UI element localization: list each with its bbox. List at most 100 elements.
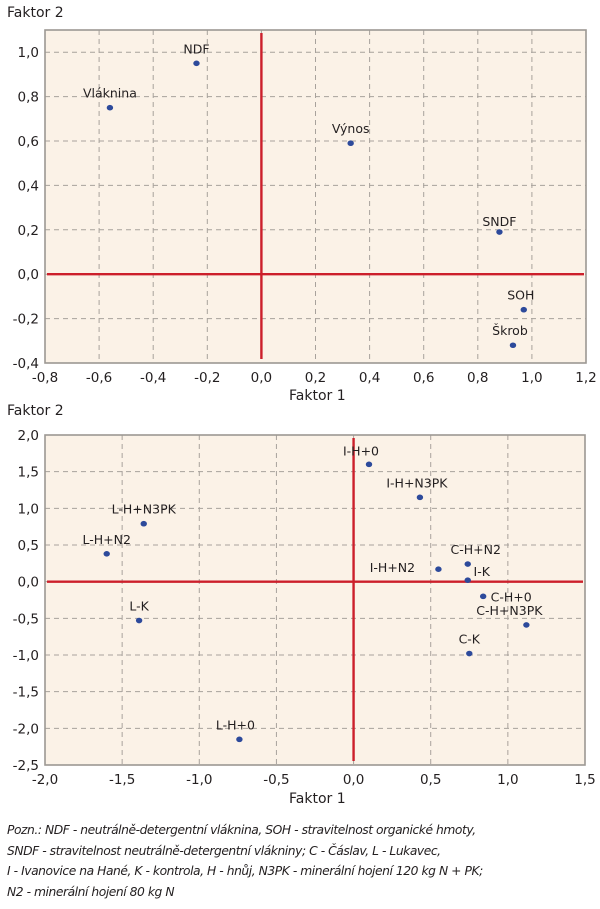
point-label: C-H+N3PK	[476, 603, 543, 618]
plot-border	[44, 434, 586, 766]
chart-scores: Faktor 2 -2,0 -1,5 -1,0 -0,5 0,0 0,5 1,0 1,5 -2,…	[0, 400, 600, 810]
point-marker	[479, 593, 487, 600]
point-label: Škrob	[492, 323, 528, 338]
x-tick-label: 0,4	[359, 370, 380, 386]
data-point: C-H+N2	[451, 542, 501, 567]
footnote-line: N2 - minerální hojení 80 kg N	[7, 884, 175, 899]
point-label: L-H+0	[216, 717, 255, 732]
x-tick-label: -0,4	[140, 370, 166, 386]
x-tick-label: 0,6	[413, 370, 434, 386]
point-label: C-K	[459, 632, 481, 647]
x-tick-label: 0,0	[251, 370, 272, 386]
x-tick-label: -2,0	[32, 772, 58, 788]
point-label: C-H+0	[491, 589, 532, 604]
point-marker	[135, 617, 143, 624]
y-tick-label: 0,8	[18, 90, 39, 106]
point-label: L-H+N3PK	[112, 502, 177, 517]
point-marker	[106, 104, 114, 111]
footnote-line: SNDF - stravitelnost neutrálně-detergent…	[7, 843, 441, 858]
data-point: L-H+N3PK	[112, 502, 177, 527]
data-point: C-K	[459, 632, 481, 657]
x-tick-label: -1,5	[109, 772, 135, 788]
y-tick-label: -0,2	[13, 312, 39, 328]
x-axis-title: Faktor 1	[289, 388, 346, 404]
point-marker	[464, 561, 471, 567]
y-tick-label: 0,0	[18, 575, 39, 591]
data-point: L-K	[129, 599, 150, 624]
data-point: C-H+0	[479, 589, 532, 604]
point-label: I-H+N2	[370, 560, 415, 575]
x-tick-label: -0,2	[194, 370, 220, 386]
x-tick-label: 0,5	[420, 772, 441, 788]
point-marker	[193, 60, 200, 67]
point-label: SNDF	[482, 214, 516, 229]
data-point: Vláknina	[83, 86, 137, 111]
data-point: SOH	[507, 288, 534, 313]
y-tick-label: 0,0	[18, 267, 39, 283]
y-tick-label: 2,0	[18, 428, 39, 444]
x-tick-label: 0,2	[305, 370, 326, 386]
y-axis-title: Faktor 2	[7, 5, 64, 21]
y-tick-label: 0,4	[18, 178, 39, 194]
point-label: I-H+N3PK	[386, 475, 448, 490]
point-label: I-H+0	[343, 443, 379, 458]
point-label: NDF	[183, 41, 209, 56]
point-label: C-H+N2	[451, 542, 501, 557]
y-tick-label: 0,2	[18, 223, 39, 239]
point-label: I-K	[474, 564, 491, 579]
point-marker	[496, 229, 503, 235]
data-point: I-K	[464, 564, 491, 583]
y-tick-label: -1,0	[13, 648, 39, 664]
x-tick-label: -0,6	[86, 370, 112, 386]
y-tick-label: -2,5	[13, 758, 39, 774]
point-marker	[236, 736, 243, 743]
data-point: Výnos	[332, 121, 370, 147]
scatter-plot-loadings: -0,8 -0,6 -0,4 -0,2 0,0 0,2 0,4 0,6 0,8 1,0 1,2 -0,…	[13, 29, 597, 386]
data-point: NDF	[183, 41, 210, 67]
y-tick-label: 1,0	[18, 501, 39, 517]
y-tick-label: 1,5	[18, 465, 39, 481]
x-tick-label: 0,0	[343, 772, 364, 788]
data-point: I-H+N3PK	[386, 475, 448, 501]
x-tick-label: 1,0	[497, 772, 518, 788]
y-axis-title: Faktor 2	[7, 403, 64, 419]
y-tick-label: 0,6	[18, 134, 39, 150]
point-label: SOH	[507, 288, 534, 303]
data-point: I-H+0	[343, 443, 379, 468]
point-label: L-K	[129, 599, 149, 614]
point-marker	[347, 140, 354, 147]
scatter-plot-scores: -2,0 -1,5 -1,0 -0,5 0,0 0,5 1,0 1,5-2,5-2,0-1,5…	[13, 428, 596, 788]
plot-border	[44, 29, 587, 364]
x-tick-label: -0,5	[263, 772, 289, 788]
y-tick-label: -1,5	[13, 685, 39, 701]
point-marker	[523, 622, 530, 628]
y-tick-label: 1,0	[18, 45, 39, 61]
point-label: L-H+N2	[82, 532, 130, 547]
footnote-line: I - Ivanovice na Hané, K - kontrola, H -…	[7, 864, 483, 878]
plot-area	[45, 435, 585, 765]
y-tick-label: -2,0	[13, 721, 39, 737]
y-tick-label: 0,5	[18, 538, 39, 554]
point-marker	[416, 494, 424, 501]
x-tick-label: 0,8	[467, 370, 488, 386]
point-marker	[365, 461, 373, 468]
x-tick-label: 1,0	[521, 370, 542, 386]
point-marker	[464, 577, 471, 583]
y-tick-label: -0,5	[13, 611, 39, 627]
data-point: Škrob	[492, 323, 528, 349]
data-point: I-H+N2	[370, 560, 442, 575]
point-label: Vláknina	[83, 86, 137, 101]
point-marker	[103, 551, 110, 557]
x-tick-label: 1,5	[574, 772, 595, 788]
x-tick-label: 1,2	[575, 370, 596, 386]
x-tick-label: -1,0	[186, 772, 212, 788]
footnote: Pozn.: NDF - neutrálně-detergentní vlákn…	[7, 820, 597, 902]
point-marker	[466, 650, 473, 657]
point-label: Výnos	[332, 121, 370, 136]
point-marker	[140, 520, 147, 527]
x-tick-label: -0,8	[32, 370, 58, 386]
chart-loadings: Faktor 2 -0,8 -0,6 -0,4 -0,2 0,0 0,2 0,4 0,6 0,8…	[0, 0, 600, 410]
point-marker	[435, 566, 442, 572]
data-point: SNDF	[482, 214, 516, 235]
y-tick-label: -0,4	[13, 356, 39, 372]
